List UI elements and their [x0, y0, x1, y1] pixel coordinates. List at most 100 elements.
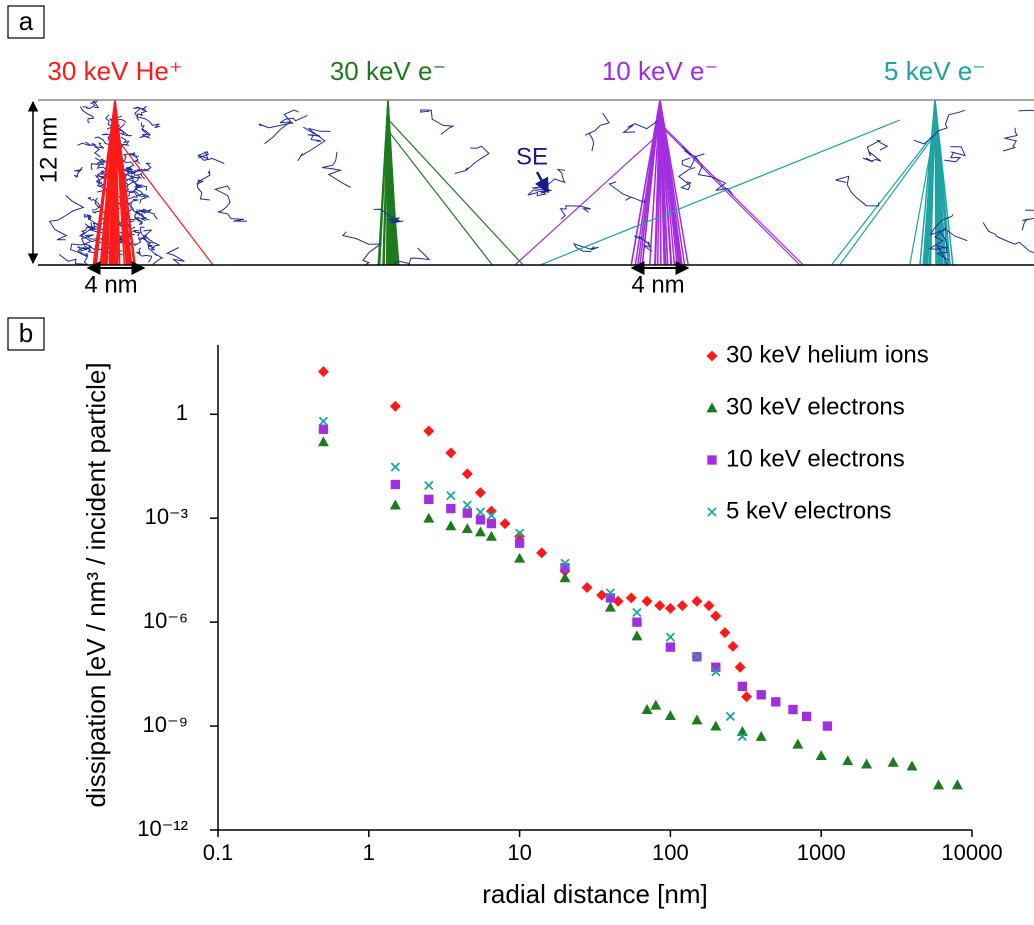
- point: [631, 630, 642, 640]
- y-tick-label: 10⁻³: [145, 504, 188, 529]
- point: [665, 710, 676, 720]
- beam-label: 10 keV e⁻: [602, 56, 718, 86]
- y-tick-label: 10⁻⁹: [142, 712, 188, 737]
- point: [710, 611, 721, 622]
- point: [735, 662, 746, 673]
- point: [390, 401, 401, 412]
- point: [665, 603, 676, 614]
- scale-label: 4 nm: [84, 271, 137, 298]
- point: [802, 712, 811, 721]
- point: [424, 495, 433, 504]
- trajectory: [80, 107, 93, 123]
- trajectory: [167, 247, 184, 277]
- legend-label: 5 keV electrons: [726, 497, 891, 524]
- point: [536, 547, 547, 558]
- legend-label: 30 keV helium ions: [726, 341, 929, 368]
- trajectory: [215, 186, 247, 221]
- point: [888, 757, 899, 767]
- scattered-track: [831, 132, 935, 265]
- trajectory: [322, 152, 351, 188]
- scale-label: 4 nm: [631, 271, 684, 298]
- point: [463, 501, 471, 509]
- point: [726, 712, 734, 720]
- point: [476, 508, 484, 516]
- trajectory: [679, 168, 695, 190]
- point: [691, 714, 702, 724]
- trajectory: [83, 103, 96, 109]
- point: [447, 492, 455, 500]
- point: [596, 590, 607, 601]
- point: [423, 425, 434, 436]
- point: [487, 519, 496, 528]
- point: [391, 463, 399, 471]
- point: [423, 513, 434, 523]
- y-tick-label: 10⁻⁶: [143, 608, 188, 633]
- x-tick-label: 1: [363, 840, 375, 865]
- point: [727, 641, 738, 652]
- x-tick-label: 1000: [797, 840, 846, 865]
- trajectory: [836, 176, 879, 206]
- point: [462, 523, 473, 533]
- point: [737, 726, 748, 736]
- trajectory: [455, 146, 489, 173]
- point: [719, 627, 730, 638]
- point: [318, 366, 329, 377]
- point: [842, 755, 853, 765]
- trajectory: [298, 128, 331, 161]
- point: [515, 539, 524, 548]
- point: [654, 600, 665, 611]
- point: [816, 750, 827, 760]
- point: [792, 739, 803, 749]
- x-tick-label: 10000: [941, 840, 1002, 865]
- legend-marker: [707, 403, 718, 413]
- legend-marker: [707, 455, 716, 464]
- point: [626, 592, 637, 603]
- beam-label: 30 keV e⁻: [330, 56, 446, 86]
- point: [666, 642, 675, 651]
- x-tick-label: 100: [652, 840, 689, 865]
- point: [486, 531, 497, 541]
- trajectory: [77, 142, 96, 145]
- trajectory: [1003, 128, 1017, 151]
- point: [677, 600, 688, 611]
- trajectory: [944, 147, 965, 162]
- point: [514, 553, 525, 563]
- y-tick-label: 10⁻¹²: [137, 816, 188, 841]
- x-axis-label: radial distance [nm]: [482, 879, 707, 909]
- point: [642, 596, 653, 607]
- legend-marker: [708, 508, 716, 516]
- scattered-track: [840, 135, 935, 265]
- trajectory: [259, 110, 299, 128]
- point: [757, 690, 766, 699]
- trajectory: [863, 141, 888, 162]
- x-tick-label: 10: [507, 840, 531, 865]
- point: [788, 705, 797, 714]
- trajectories: [50, 99, 1034, 280]
- legend-label: 10 keV electrons: [726, 445, 905, 472]
- y-axis-label: dissipation [eV / nm³ / incident particl…: [81, 362, 111, 807]
- point: [475, 527, 486, 537]
- beam-label: 30 keV He⁺: [47, 56, 182, 86]
- point: [738, 682, 747, 691]
- point: [632, 617, 641, 626]
- point: [445, 520, 456, 530]
- point: [425, 481, 433, 489]
- trajectory: [136, 248, 151, 262]
- point: [462, 468, 473, 479]
- point: [463, 508, 472, 517]
- point: [319, 425, 328, 434]
- trajectory: [136, 117, 160, 128]
- point: [446, 504, 455, 513]
- trajectory: [85, 224, 105, 234]
- x-tick-label: 0.1: [203, 840, 234, 865]
- point: [499, 518, 510, 529]
- point: [650, 700, 661, 710]
- point: [741, 691, 752, 702]
- point: [390, 500, 401, 510]
- trajectory: [1022, 210, 1034, 230]
- trajectory: [119, 123, 131, 136]
- point: [771, 697, 780, 706]
- trajectory: [624, 121, 658, 132]
